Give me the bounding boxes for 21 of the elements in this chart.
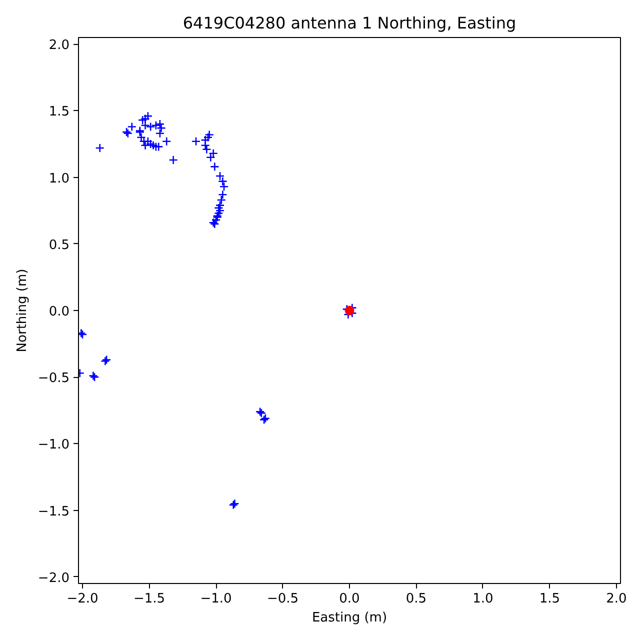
y-axis-title: Northing (m) [14,268,30,352]
x-tick-label: −0.5 [266,592,299,606]
x-tick-label: 0.0 [339,592,360,606]
y-tick-label: −2.0 [38,570,70,586]
chart-title: 6419C04280 antenna 1 Northing, Easting [182,14,516,32]
x-tick-label: −2.0 [66,592,98,606]
x-tick-label: −1.0 [200,592,232,606]
y-tick-label: 0.0 [48,304,70,320]
x-tick-label: −1.5 [133,592,166,606]
y-tick-label: 1.5 [48,104,70,120]
x-tick-label: 1.5 [539,592,560,606]
x-tick-label: 0.5 [406,592,427,606]
y-tick-label: 0.5 [48,238,70,253]
y-tick-label: −1.5 [38,504,70,520]
y-tick-label: 2.0 [48,38,70,54]
x-tick-label: 1.0 [472,592,494,606]
y-tick-label: 1.0 [48,171,70,186]
y-tick-label: −0.5 [38,371,70,386]
x-axis-title: Easting (m) [312,610,388,626]
y-tick-label: −1.0 [38,438,70,453]
x-tick-label: 2.0 [606,592,627,606]
